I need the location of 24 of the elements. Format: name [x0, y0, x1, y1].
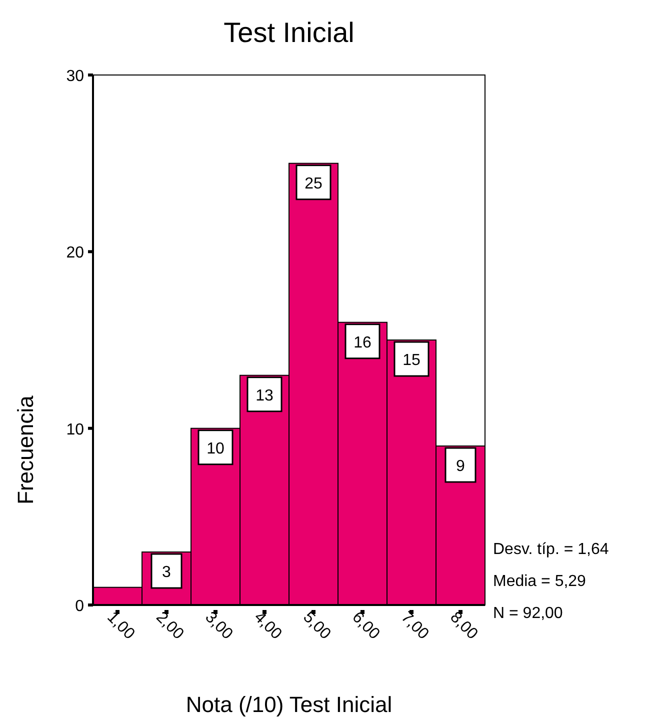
x-tick-label: 5,00 [300, 608, 334, 643]
text: N = 92,00 [493, 605, 563, 622]
data-label: 25 [304, 175, 322, 192]
y-tick-label: 30 [66, 68, 84, 85]
data-label: 13 [256, 387, 274, 404]
y-tick-label: 20 [66, 244, 84, 262]
data-label: 16 [354, 334, 372, 352]
x-tick-label: 1,00 [104, 608, 138, 643]
chart-title: Test Inicial [224, 17, 354, 48]
x-tick-label: 3,00 [202, 608, 236, 643]
x-axis-title: Nota (/10) Test Inicial [186, 692, 392, 717]
data-label: 3 [162, 564, 172, 581]
x-tick-label: 6,00 [348, 608, 383, 643]
x-tick-label: 2,00 [152, 608, 187, 643]
x-tick-label: 4,00 [250, 608, 285, 643]
text: Desv. típ. = 1,64 [493, 541, 609, 558]
data-label: 9 [456, 458, 466, 475]
y-axis-title: Frecuencia [13, 394, 38, 504]
text: Media = 5,29 [493, 573, 586, 590]
data-label: 15 [402, 352, 420, 369]
y-tick-label: 10 [66, 421, 84, 438]
x-tick-label: 8,00 [446, 608, 481, 643]
data-label: 10 [206, 440, 224, 458]
y-tick-label: 0 [75, 598, 84, 615]
